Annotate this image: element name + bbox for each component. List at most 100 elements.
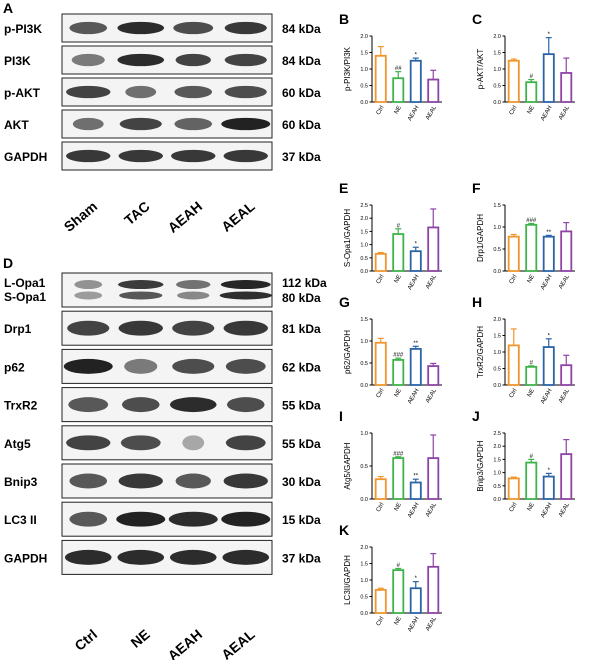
lane-label: AEAL xyxy=(218,198,258,235)
x-tick-label: Ctrl xyxy=(509,105,519,116)
y-axis-label: Atg5/GAPDH xyxy=(343,442,352,489)
y-tick-label: 1.0 xyxy=(360,431,368,437)
band xyxy=(168,511,218,527)
panel-letter: K xyxy=(339,522,349,538)
x-tick-label: NE xyxy=(394,388,403,398)
y-tick-label: 0.5 xyxy=(360,464,368,470)
kda-label: 62 kDa xyxy=(282,360,321,374)
y-tick-label: 1.5 xyxy=(493,51,501,57)
x-tick-label: AEAH xyxy=(407,502,420,519)
x-tick-label: AEAL xyxy=(558,104,571,121)
y-tick-label: 1.0 xyxy=(493,350,501,356)
bar-ctrl xyxy=(374,341,387,386)
panel-letter: I xyxy=(339,408,343,424)
y-tick-label: 1.0 xyxy=(360,339,368,345)
x-tick-label: Ctrl xyxy=(376,388,386,399)
kda-label: 55 kDa xyxy=(282,399,321,413)
x-tick-label: AEAH xyxy=(540,502,553,519)
band xyxy=(72,117,104,131)
kda-label: 30 kDa xyxy=(282,475,321,489)
blot-row-trxr2: TrxR2 55 kDa xyxy=(4,387,321,423)
bar-ne xyxy=(525,461,538,500)
bar-chart-f: F 0.0 0.5 1.0 1.5 Drp1/GAPDH Ctrl ### NE ** AEAH AE… xyxy=(472,180,575,291)
band xyxy=(119,117,162,131)
band xyxy=(125,85,157,99)
bar-aeah xyxy=(409,348,422,386)
band xyxy=(223,320,268,336)
bar-chart-j: J 0.0 0.5 1.0 1.5 2.0 2.5 Bnip3/GAPDH Ctrl # NE * AE… xyxy=(472,408,575,519)
bar-aeah xyxy=(409,250,422,272)
kda-label: 84 kDa xyxy=(282,22,321,36)
x-tick-label: AEAL xyxy=(425,501,438,518)
lane-label: Ctrl xyxy=(71,626,100,654)
band xyxy=(221,117,271,131)
lane-label: Sham xyxy=(61,198,100,235)
y-tick-label: 1.0 xyxy=(360,578,368,584)
band xyxy=(74,291,103,300)
band xyxy=(121,397,160,413)
kda-label: 55 kDa xyxy=(282,437,321,451)
y-tick-label: 0.0 xyxy=(360,497,368,503)
band xyxy=(226,397,265,413)
band xyxy=(174,117,213,131)
x-tick-label: AEAL xyxy=(558,387,571,404)
significance-mark: # xyxy=(397,223,401,229)
x-tick-label: Ctrl xyxy=(376,502,386,513)
x-tick-label: AEAL xyxy=(558,273,571,290)
x-tick-label: Ctrl xyxy=(376,616,386,627)
y-tick-label: 1.0 xyxy=(360,243,368,249)
y-tick-label: 0.5 xyxy=(493,247,501,253)
y-tick-label: 2.0 xyxy=(493,317,501,323)
significance-mark: * xyxy=(548,32,551,38)
blot-row-label: p-PI3K xyxy=(4,22,42,36)
y-tick-label: 0.5 xyxy=(493,484,501,490)
y-tick-label: 1.5 xyxy=(360,51,368,57)
kda-label: 37 kDa xyxy=(282,150,321,164)
band xyxy=(224,53,267,67)
x-tick-label: Ctrl xyxy=(376,274,386,285)
significance-mark: * xyxy=(415,576,418,582)
x-tick-label: NE xyxy=(527,105,536,115)
bar-aeah xyxy=(542,475,555,500)
y-tick-label: 0.0 xyxy=(360,383,368,389)
y-tick-label: 0.5 xyxy=(493,367,501,373)
bar-aeal xyxy=(560,364,573,386)
bar-chart-c: C 0.0 0.5 1.0 1.5 2.0 p-AKT/AKT Ctrl # NE * AEAH AEA… xyxy=(472,11,575,122)
band xyxy=(119,291,163,300)
y-tick-label: 1.5 xyxy=(360,229,368,235)
panel-letter: B xyxy=(339,11,349,27)
band xyxy=(176,280,211,290)
band xyxy=(69,473,108,489)
blot-row-label: Atg5 xyxy=(4,437,31,451)
panel-letter: E xyxy=(339,180,348,196)
band xyxy=(172,320,215,336)
bar-aeah xyxy=(542,346,555,386)
y-tick-label: 1.5 xyxy=(360,317,368,323)
y-tick-label: 0.5 xyxy=(360,595,368,601)
bar-aeal xyxy=(427,78,440,103)
y-axis-label: TrxR2/GAPDH xyxy=(476,326,485,378)
y-tick-label: 1.0 xyxy=(360,67,368,73)
bar-aeal xyxy=(560,72,573,103)
x-tick-label: NE xyxy=(394,502,403,512)
lane-label: NE xyxy=(127,626,152,651)
band xyxy=(118,280,164,290)
band xyxy=(117,53,165,67)
lane-label: AEAH xyxy=(165,198,206,236)
x-tick-label: AEAH xyxy=(407,388,420,405)
band xyxy=(64,549,112,565)
bar-ne xyxy=(392,359,405,386)
y-tick-label: 0.0 xyxy=(493,497,501,503)
x-tick-label: NE xyxy=(527,502,536,512)
bar-ne xyxy=(392,569,405,614)
y-tick-label: 2.5 xyxy=(493,431,501,437)
kda-label: 80 kDa xyxy=(282,291,321,305)
kda-label: 60 kDa xyxy=(282,86,321,100)
band xyxy=(63,358,113,374)
blot-row-gapdh: GAPDH 37 kDa xyxy=(4,539,321,575)
significance-mark: # xyxy=(530,360,534,366)
bar-chart-i: I 0.0 0.5 1.0 Atg5/GAPDH Ctrl ### NE ** AEAH AEAL xyxy=(339,408,442,519)
y-tick-label: 0.5 xyxy=(360,84,368,90)
band xyxy=(66,85,111,99)
